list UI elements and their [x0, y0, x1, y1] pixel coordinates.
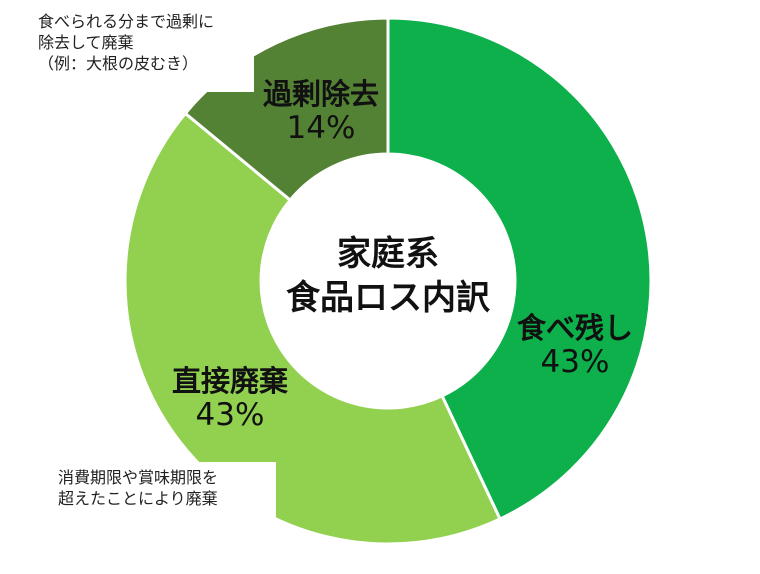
chart-center-title: 家庭系 食品ロス内訳 [286, 234, 490, 319]
slice-label-leftovers: 食べ残し 43% [516, 311, 633, 381]
direct-disposal-note: 消費期限や賞味期限を 超えたことにより廃棄 [52, 462, 276, 526]
slice-label-excess-removal: 過剰除去 14% [262, 77, 379, 147]
slice-label-direct-disposal: 直接廃棄 43% [171, 364, 288, 434]
donut-slice-0 [386, 16, 653, 521]
excess-removal-note: 食べられる分まで過剰に 除去して廃棄 （例：大根の皮むき） [34, 12, 254, 92]
donut-slice-1 [123, 111, 502, 546]
